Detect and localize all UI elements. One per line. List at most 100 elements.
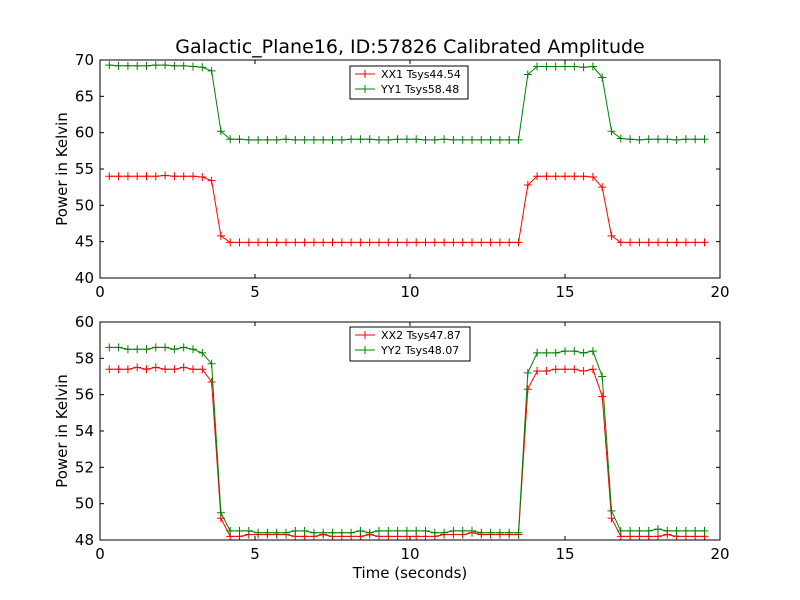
data-point: [226, 238, 235, 247]
data-point: [561, 365, 569, 374]
data-point: [672, 526, 681, 535]
data-point: [244, 526, 253, 535]
data-point: [133, 172, 142, 181]
data-point: [114, 172, 123, 181]
x-tick-label: 0: [95, 283, 105, 301]
data-point: [375, 526, 383, 535]
data-point: [644, 238, 653, 247]
data-point: [300, 238, 309, 247]
data-point: [672, 238, 681, 247]
data-point: [337, 135, 346, 144]
data-point: [477, 135, 486, 144]
data-point: [161, 365, 170, 374]
data-point: [449, 526, 458, 535]
data-point: [207, 176, 216, 185]
data-point: [588, 172, 597, 181]
data-point: [644, 526, 653, 535]
data-point: [505, 135, 514, 144]
data-point: [337, 528, 346, 537]
data-point: [458, 526, 467, 535]
data-point: [551, 62, 560, 71]
data-point: [105, 172, 114, 181]
data-point: [468, 526, 476, 535]
data-point: [654, 525, 662, 534]
data-point: [700, 526, 709, 535]
data-point: [161, 343, 170, 352]
data-point: [170, 345, 179, 354]
y-tick-label: 50: [75, 495, 94, 513]
data-point: [440, 528, 449, 537]
data-point: [328, 238, 337, 247]
data-point: [626, 238, 635, 247]
data-point: [588, 62, 597, 71]
data-point: [533, 62, 542, 71]
data-point: [105, 61, 114, 70]
data-point: [282, 238, 290, 247]
data-point: [430, 528, 439, 537]
data-point: [607, 514, 616, 523]
data-point: [635, 238, 644, 247]
data-point: [449, 238, 458, 247]
data-point: [142, 365, 151, 374]
data-point: [216, 508, 225, 517]
data-point: [114, 365, 123, 374]
data-point: [216, 231, 225, 240]
data-point: [189, 345, 197, 354]
data-point: [179, 343, 188, 352]
data-point: [291, 238, 300, 247]
legend-label: XX2 Tsys47.87: [381, 329, 461, 342]
y-axis-label: Power in Kelvin: [53, 374, 71, 488]
data-point: [189, 365, 197, 374]
data-point: [142, 345, 151, 354]
data-point: [393, 526, 402, 535]
data-point: [319, 528, 328, 537]
data-point: [430, 135, 439, 144]
data-point: [626, 135, 635, 144]
data-point: [105, 343, 114, 352]
data-point: [282, 528, 290, 537]
data-point: [616, 526, 625, 535]
data-point: [477, 528, 486, 537]
legend-label: XX1 Tsys44.54: [381, 68, 461, 81]
data-point: [542, 348, 551, 357]
data-point: [300, 526, 309, 535]
data-point: [598, 73, 607, 82]
legend-marker: [361, 85, 369, 93]
data-point: [282, 135, 290, 144]
data-point: [542, 62, 551, 71]
data-point: [123, 365, 132, 374]
series-2: [105, 343, 709, 537]
data-point: [123, 172, 132, 181]
data-point: [663, 135, 672, 144]
data-point: [309, 238, 318, 247]
legend-marker: [361, 331, 369, 339]
data-point: [291, 526, 300, 535]
data-point: [161, 61, 170, 70]
data-point: [533, 367, 542, 376]
x-tick-label: 15: [555, 283, 574, 301]
y-tick-label: 60: [75, 313, 94, 331]
data-point: [551, 365, 560, 374]
data-point: [691, 526, 700, 535]
data-point: [505, 238, 514, 247]
data-point: [365, 528, 374, 537]
data-point: [375, 135, 383, 144]
data-point: [579, 367, 588, 376]
data-point: [272, 528, 281, 537]
data-point: [412, 135, 421, 144]
data-point: [616, 238, 625, 247]
data-point: [402, 135, 411, 144]
data-point: [458, 135, 467, 144]
data-point: [551, 348, 560, 357]
data-point: [588, 347, 597, 356]
data-point: [570, 62, 579, 71]
data-point: [337, 238, 346, 247]
data-point: [542, 367, 551, 376]
data-point: [319, 238, 328, 247]
data-point: [700, 135, 709, 144]
series-2: [105, 61, 709, 144]
y-tick-label: 56: [75, 386, 94, 404]
series-line: [109, 174, 705, 243]
data-point: [486, 528, 495, 537]
